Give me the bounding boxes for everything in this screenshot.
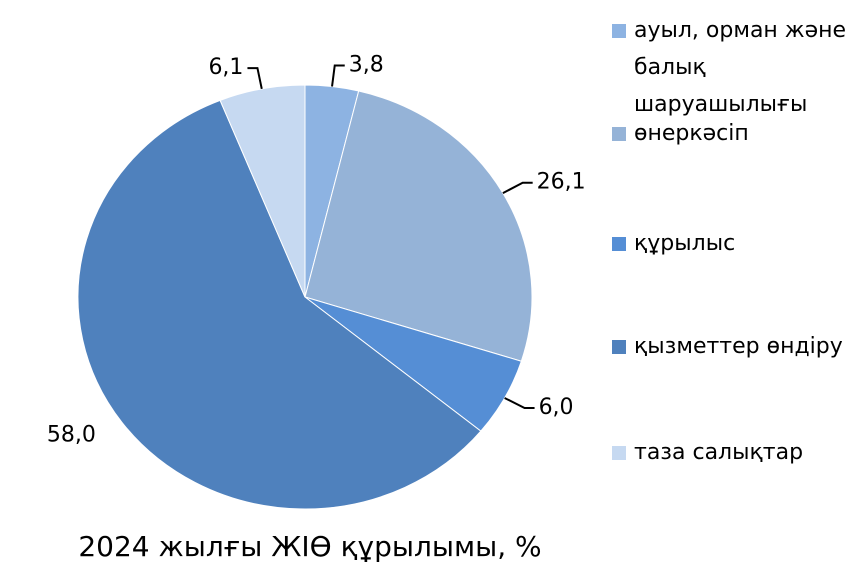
data-label: 58,0: [47, 422, 96, 447]
chart-title: 2024 жылғы ЖІӨ құрылымы, %: [78, 530, 541, 563]
legend-item: ауыл, орман және балық шаруашылығы: [612, 12, 849, 123]
pie-slice: [219, 84, 306, 298]
leader-line: [504, 397, 535, 410]
pie-slice: [304, 90, 533, 362]
legend-swatch: [612, 24, 626, 38]
legend-label: таза салықтар: [634, 440, 804, 465]
data-label: 26,1: [537, 170, 586, 195]
legend-item: қызметтер өндіру: [612, 328, 849, 365]
legend-label: ауыл, орман және балық шаруашылығы: [634, 18, 847, 117]
legend-item: өнеркәсіп: [612, 115, 849, 152]
data-label: 6,1: [208, 55, 243, 80]
legend-label: қызметтер өндіру: [634, 334, 843, 359]
data-label: 6,0: [539, 395, 574, 420]
legend-swatch: [612, 446, 626, 460]
legend-label: өнеркәсіп: [634, 121, 749, 146]
legend-swatch: [612, 237, 626, 251]
legend-swatch: [612, 127, 626, 141]
data-label: 3,8: [349, 52, 384, 77]
legend-swatch: [612, 340, 626, 354]
legend-item: таза салықтар: [612, 434, 849, 471]
pie-slice: [77, 99, 482, 510]
legend-label: құрылыс: [634, 231, 736, 256]
leader-line: [502, 181, 533, 195]
legend-item: құрылыс: [612, 225, 849, 262]
leader-line: [247, 67, 263, 90]
leader-line: [331, 64, 345, 87]
